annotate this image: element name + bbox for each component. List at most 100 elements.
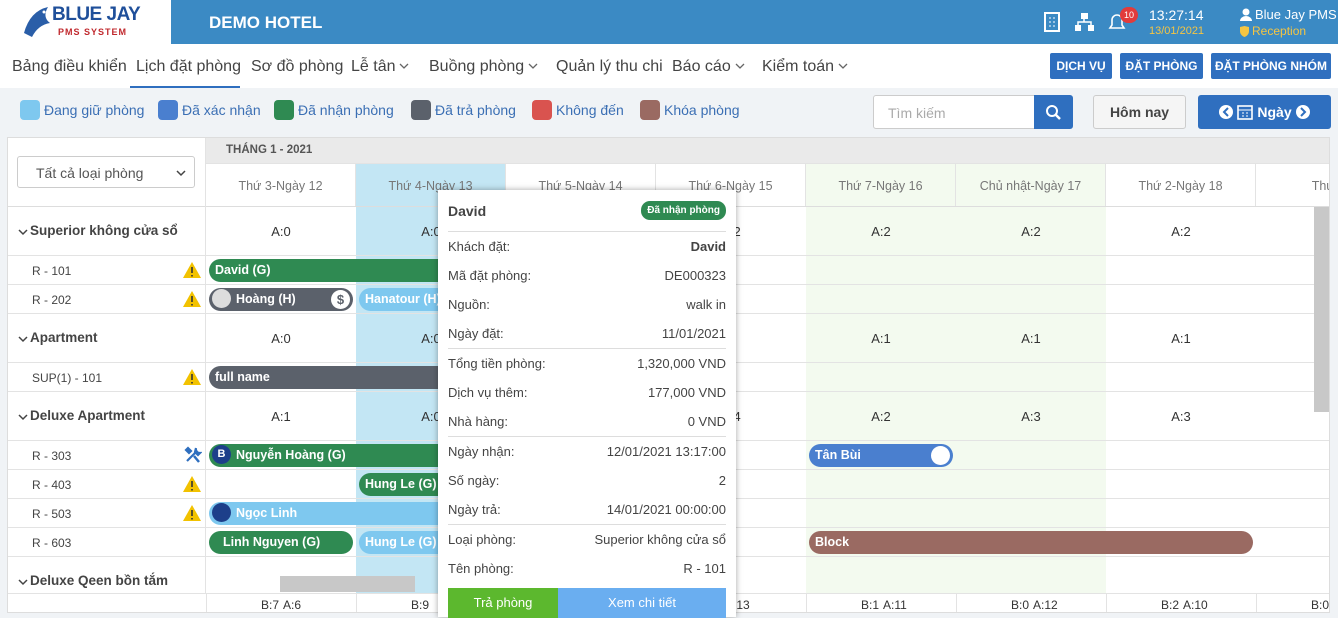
- popup-field: Nhà hàng: 0 VND: [448, 407, 726, 436]
- room-type-label: Tất cả loại phòng: [36, 165, 144, 181]
- popup-buttons: Trả phòng Xem chi tiết: [448, 588, 726, 618]
- hotel-name: DEMO HOTEL: [209, 13, 323, 32]
- popup-field: Loại phòng: Superior không cửa sổ: [448, 525, 726, 554]
- nav-item[interactable]: Lễ tân: [351, 58, 410, 76]
- collapse-caret[interactable]: [18, 228, 28, 236]
- booking-bar[interactable]: Linh Nguyen (G): [209, 531, 353, 554]
- booking-label: Hung Le (G): [365, 477, 437, 491]
- booking-bar[interactable]: full name: [209, 366, 503, 389]
- field-label: Khách đặt:: [448, 239, 511, 254]
- field-label: Tổng tiền phòng:: [448, 356, 546, 371]
- popup-field: Dịch vụ thêm: 177,000 VND: [448, 378, 726, 407]
- field-label: Dịch vụ thêm:: [448, 385, 528, 400]
- nav-item[interactable]: Bảng điều khiển: [12, 58, 127, 76]
- booking-bar[interactable]: Hoàng (H) $: [209, 288, 353, 311]
- footer-cell-border: [956, 594, 957, 612]
- warning-icon: [183, 504, 201, 527]
- availability: A:3: [1171, 408, 1191, 424]
- nav-label: Lễ tân: [351, 58, 396, 75]
- availability: A:0: [271, 330, 291, 346]
- action-button[interactable]: DỊCH VỤ: [1050, 53, 1112, 79]
- popup-field: Nguồn: walk in: [448, 290, 726, 319]
- popup-section: Khách đặt: David Mã đặt phòng: DE000323 Nguồ…: [448, 231, 726, 348]
- footer-cell-border: [356, 594, 357, 612]
- popup-field: Ngày đặt: 11/01/2021: [448, 319, 726, 348]
- collapse-caret[interactable]: [18, 335, 28, 343]
- booked-count: B:0: [1310, 598, 1329, 612]
- group-name: Apartment: [30, 329, 98, 345]
- field-value: David: [690, 239, 726, 254]
- legend-item: Không đến: [532, 100, 624, 120]
- warning-icon: [183, 475, 201, 498]
- warning-icon: [183, 261, 201, 284]
- nav-item[interactable]: Buồng phòng: [429, 58, 539, 76]
- availability: A:1: [271, 408, 291, 424]
- caret: [735, 63, 745, 69]
- action-button[interactable]: ĐẶT PHÒNG: [1120, 53, 1203, 79]
- logo[interactable]: BLUE JAY PMS SYSTEM: [0, 0, 171, 44]
- popup-section: Tổng tiền phòng: 1,320,000 VND Dịch vụ thê…: [448, 348, 726, 436]
- booking-label: Block: [815, 535, 850, 549]
- booking-bar[interactable]: Block: [809, 531, 1253, 554]
- field-value: 1,320,000 VND: [637, 356, 726, 371]
- nav-item[interactable]: Lịch đặt phòng: [136, 58, 241, 76]
- group-name: Deluxe Apartment: [30, 407, 146, 423]
- search-button[interactable]: [1034, 95, 1073, 129]
- detail-button[interactable]: Xem chi tiết: [558, 588, 726, 618]
- view-button[interactable]: Ngày: [1198, 95, 1331, 129]
- collapse-caret[interactable]: [18, 413, 28, 421]
- booking-bar[interactable]: Ngọc Linh: [209, 502, 503, 525]
- booked-count: B:2: [1160, 598, 1179, 612]
- availability: A:1: [1021, 330, 1041, 346]
- user[interactable]: Blue Jay PMS: [1240, 7, 1337, 22]
- field-label: Mã đặt phòng:: [448, 268, 532, 283]
- booking-label: full name: [215, 370, 270, 384]
- legend-item: Đã trả phòng: [411, 100, 516, 120]
- room-name: R - 101: [32, 264, 72, 278]
- legend-item: Đang giữ phòng: [20, 100, 144, 120]
- action-button[interactable]: ĐẶT PHÒNG NHÓM: [1211, 53, 1331, 79]
- booking-bar[interactable]: David (G): [209, 259, 503, 282]
- legend-swatch: [274, 100, 294, 120]
- popup-section: Loại phòng: Superior không cửa sổ Tên phòn…: [448, 524, 726, 583]
- booking-label: David (G): [215, 263, 271, 277]
- availability: A:2: [1171, 223, 1191, 239]
- search-input[interactable]: Tìm kiếm: [873, 95, 1035, 129]
- caret: [176, 170, 186, 177]
- nav-item[interactable]: Kiểm toán: [762, 58, 849, 76]
- nav-item[interactable]: Sơ đồ phòng: [251, 58, 343, 76]
- booking-bar[interactable]: B Nguyễn Hoàng (G): [209, 444, 503, 467]
- booking-label: Tân Bùi: [815, 448, 861, 462]
- popup-section: Ngày nhận: 12/01/2021 13:17:00 Số ngày: 2 Ng…: [448, 436, 726, 524]
- role: Reception: [1240, 24, 1306, 38]
- legend-label: Không đến: [556, 102, 624, 118]
- notification-count[interactable]: 10: [1120, 7, 1138, 23]
- nav-label: Lịch đặt phòng: [136, 58, 241, 75]
- collapse-caret[interactable]: [18, 578, 28, 586]
- day-header: Thứ 7-Ngày 16: [806, 163, 956, 207]
- room-type-select[interactable]: Tất cả loại phòng: [17, 156, 195, 188]
- field-label: Tên phòng:: [448, 561, 514, 576]
- nav-item[interactable]: Quản lý thu chi: [556, 58, 663, 76]
- booking-left-icon: [212, 289, 231, 309]
- tool-icon: [184, 446, 203, 469]
- day-header: Thứ 3-Ngày 12: [206, 163, 356, 207]
- field-value: 0 VND: [687, 414, 726, 429]
- available-count: :13: [733, 598, 750, 612]
- footer-cell-border: [206, 594, 207, 612]
- day-header: Thứ 2-Ngày 18: [1106, 163, 1256, 207]
- nav-item[interactable]: Báo cáo: [672, 58, 746, 76]
- legend-swatch: [640, 100, 660, 120]
- nav-active-underline: [130, 86, 240, 88]
- booking-bar[interactable]: Tân Bùi: [809, 444, 953, 467]
- caret: [528, 63, 538, 69]
- view-icon-right: [1295, 105, 1310, 119]
- available-count: A:10: [1183, 598, 1208, 612]
- nav-label: Quản lý thu chi: [556, 58, 663, 75]
- availability: A:0: [421, 408, 441, 424]
- booking-label: Nguyễn Hoàng (G): [236, 448, 346, 462]
- user-icon: [1240, 8, 1252, 21]
- today-button[interactable]: Hôm nay: [1093, 95, 1186, 129]
- checkout-button[interactable]: Trả phòng: [448, 588, 558, 618]
- room-row: R - 303 B Nguyễn Hoàng (G) Tân Bùi: [8, 441, 1329, 470]
